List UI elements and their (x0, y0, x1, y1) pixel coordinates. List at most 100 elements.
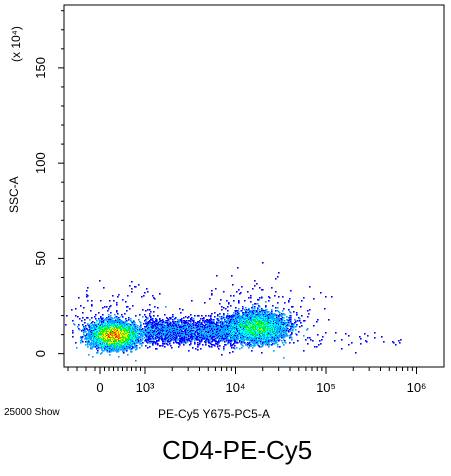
scatter-point (223, 337, 225, 339)
scatter-point (262, 289, 264, 291)
scatter-point (246, 338, 248, 340)
scatter-point (226, 334, 228, 336)
scatter-point (262, 342, 264, 344)
scatter-point (111, 341, 113, 343)
scatter-point (257, 318, 259, 320)
scatter-point (137, 327, 139, 329)
scatter-point (136, 334, 138, 336)
scatter-point (248, 321, 250, 323)
scatter-point (120, 334, 122, 336)
scatter-point (119, 331, 121, 333)
scatter-point (240, 292, 242, 294)
scatter-point (200, 332, 202, 334)
scatter-point (120, 330, 122, 332)
scatter-point (93, 331, 95, 333)
scatter-point (260, 337, 262, 339)
scatter-point (209, 341, 211, 343)
scatter-point (166, 322, 168, 324)
scatter-point (203, 336, 205, 338)
scatter-point (267, 333, 269, 335)
scatter-point (169, 341, 171, 343)
scatter-point (189, 327, 191, 329)
scatter-point (216, 337, 218, 339)
scatter-point (114, 334, 116, 336)
scatter-point (195, 348, 197, 350)
scatter-point (261, 319, 263, 321)
scatter-point (255, 303, 257, 305)
scatter-point (96, 342, 98, 344)
scatter-point (93, 340, 95, 342)
scatter-point (290, 336, 292, 338)
scatter-point (289, 335, 291, 337)
scatter-point (248, 338, 250, 340)
scatter-point (153, 338, 155, 340)
scatter-point (110, 330, 112, 332)
scatter-point (95, 343, 97, 345)
scatter-point (261, 339, 263, 341)
scatter-point (217, 333, 219, 335)
scatter-point (98, 341, 100, 343)
scatter-point (274, 321, 276, 323)
scatter-point (122, 340, 124, 342)
scatter-point (164, 328, 166, 330)
scatter-point (282, 342, 284, 344)
scatter-point (116, 316, 118, 318)
scatter-point (176, 334, 178, 336)
scatter-point (126, 329, 128, 331)
scatter-point (189, 330, 191, 332)
scatter-point (281, 335, 283, 337)
scatter-point (158, 324, 160, 326)
scatter-point (140, 341, 142, 343)
scatter-point (97, 325, 99, 327)
scatter-point (118, 338, 120, 340)
scatter-point (248, 314, 250, 316)
scatter-point (167, 329, 169, 331)
scatter-point (129, 339, 131, 341)
scatter-point (188, 334, 190, 336)
scatter-point (268, 317, 270, 319)
scatter-point (175, 341, 177, 343)
scatter-point (151, 327, 153, 329)
scatter-point (218, 319, 220, 321)
scatter-point (190, 343, 192, 345)
scatter-point (196, 338, 198, 340)
scatter-point (263, 328, 265, 330)
scatter-point (400, 339, 402, 341)
scatter-point (275, 325, 277, 327)
scatter-point (221, 333, 223, 335)
scatter-point (153, 330, 155, 332)
scatter-point (232, 331, 234, 333)
scatter-point (231, 275, 233, 277)
scatter-point (146, 323, 148, 325)
scatter-point (189, 334, 191, 336)
scatter-point (202, 328, 204, 330)
scatter-point (113, 326, 115, 328)
scatter-point (99, 328, 101, 330)
scatter-point (82, 336, 84, 338)
scatter-point (239, 321, 241, 323)
scatter-point (94, 330, 96, 332)
scatter-point (282, 331, 284, 333)
scatter-point (200, 333, 202, 335)
scatter-point (268, 325, 270, 327)
scatter-point (93, 335, 95, 337)
scatter-point (271, 329, 273, 331)
scatter-point (139, 333, 141, 335)
scatter-point (175, 333, 177, 335)
scatter-point (283, 335, 285, 337)
scatter-point (164, 330, 166, 332)
scatter-point (272, 324, 274, 326)
scatter-point (194, 338, 196, 340)
scatter-point (175, 324, 177, 326)
scatter-point (115, 334, 117, 336)
scatter-point (173, 338, 175, 340)
scatter-point (173, 337, 175, 339)
scatter-point (256, 338, 258, 340)
scatter-point (183, 334, 185, 336)
scatter-point (139, 336, 141, 338)
scatter-point (234, 334, 236, 336)
scatter-point (117, 332, 119, 334)
scatter-point (244, 318, 246, 320)
scatter-point (262, 334, 264, 336)
scatter-point (123, 326, 125, 328)
